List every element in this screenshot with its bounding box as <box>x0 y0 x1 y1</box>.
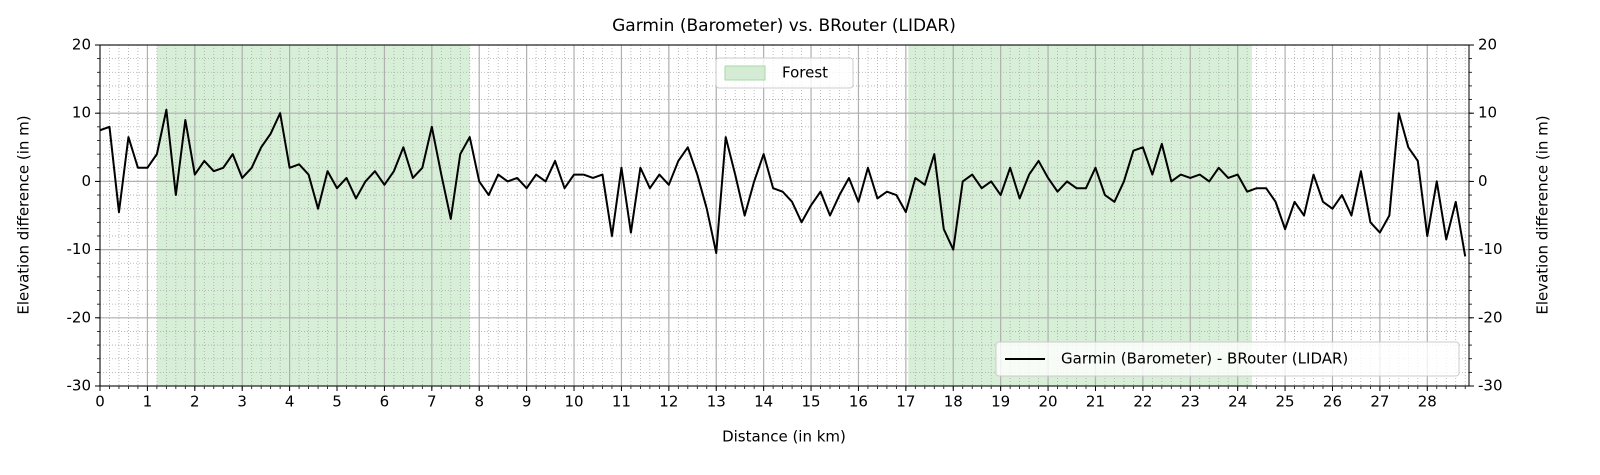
forest-span <box>908 45 1252 386</box>
y-axis-label: Elevation difference (in m) <box>15 115 33 314</box>
legend-swatch <box>724 65 766 81</box>
x-tick-label: 28 <box>1418 393 1437 411</box>
y-tick-label: 20 <box>72 36 91 54</box>
plot-frame <box>99 44 1470 387</box>
x-tick-label: 4 <box>285 393 295 411</box>
x-tick-label: 19 <box>991 393 1010 411</box>
x-tick-label: 22 <box>1133 393 1152 411</box>
x-tick-label: 17 <box>896 393 915 411</box>
legend-label: Forest <box>782 64 828 82</box>
y-tick-label: -20 <box>67 308 92 326</box>
y-tick-label: 10 <box>72 104 91 122</box>
x-tick-label: 13 <box>707 393 726 411</box>
y2-tick-label: -10 <box>1478 240 1503 258</box>
y2-tick-label: 20 <box>1478 36 1497 54</box>
x-tick-label: 10 <box>564 393 583 411</box>
legend-box <box>995 341 1460 377</box>
x-tick-label: 23 <box>1181 393 1200 411</box>
x-tick-label: 15 <box>801 393 820 411</box>
x-tick-label: 24 <box>1228 393 1247 411</box>
x-tick-label: 21 <box>1086 393 1105 411</box>
x-tick-label: 3 <box>237 393 247 411</box>
x-tick-label: 16 <box>849 393 868 411</box>
x-tick-label: 20 <box>1039 393 1058 411</box>
x-tick-label: 25 <box>1276 393 1295 411</box>
x-tick-label: 7 <box>427 393 437 411</box>
legend-label: Garmin (Barometer) - BRouter (LIDAR) <box>1061 350 1348 368</box>
chart-title: Garmin (Barometer) vs. BRouter (LIDAR) <box>612 16 956 36</box>
x-tick-label: 2 <box>190 393 200 411</box>
x-tick-label: 5 <box>332 393 342 411</box>
x-tick-label: 27 <box>1370 393 1389 411</box>
forest-span <box>156 45 470 386</box>
y2-tick-label: -20 <box>1478 308 1503 326</box>
x-tick-label: 12 <box>659 393 678 411</box>
x-tick-label: 1 <box>143 393 153 411</box>
x-tick-label: 6 <box>380 393 390 411</box>
y2-tick-label: -30 <box>1478 377 1503 395</box>
y-tick-label: 0 <box>81 172 91 190</box>
y-tick-label: -10 <box>67 240 92 258</box>
x-tick-label: 9 <box>522 393 532 411</box>
x-tick-label: 26 <box>1323 393 1342 411</box>
y2-axis-label: Elevation difference (in m) <box>1534 115 1552 314</box>
y-tick-label: -30 <box>67 377 92 395</box>
data-line <box>99 108 1467 257</box>
y2-tick-label: 10 <box>1478 104 1497 122</box>
x-tick-label: 14 <box>754 393 773 411</box>
x-tick-label: 8 <box>474 393 484 411</box>
x-axis-label: Distance (in km) <box>722 428 846 446</box>
y2-tick-label: 0 <box>1478 172 1488 190</box>
x-tick-label: 11 <box>612 393 631 411</box>
x-tick-label: 0 <box>95 393 105 411</box>
x-tick-label: 18 <box>944 393 963 411</box>
